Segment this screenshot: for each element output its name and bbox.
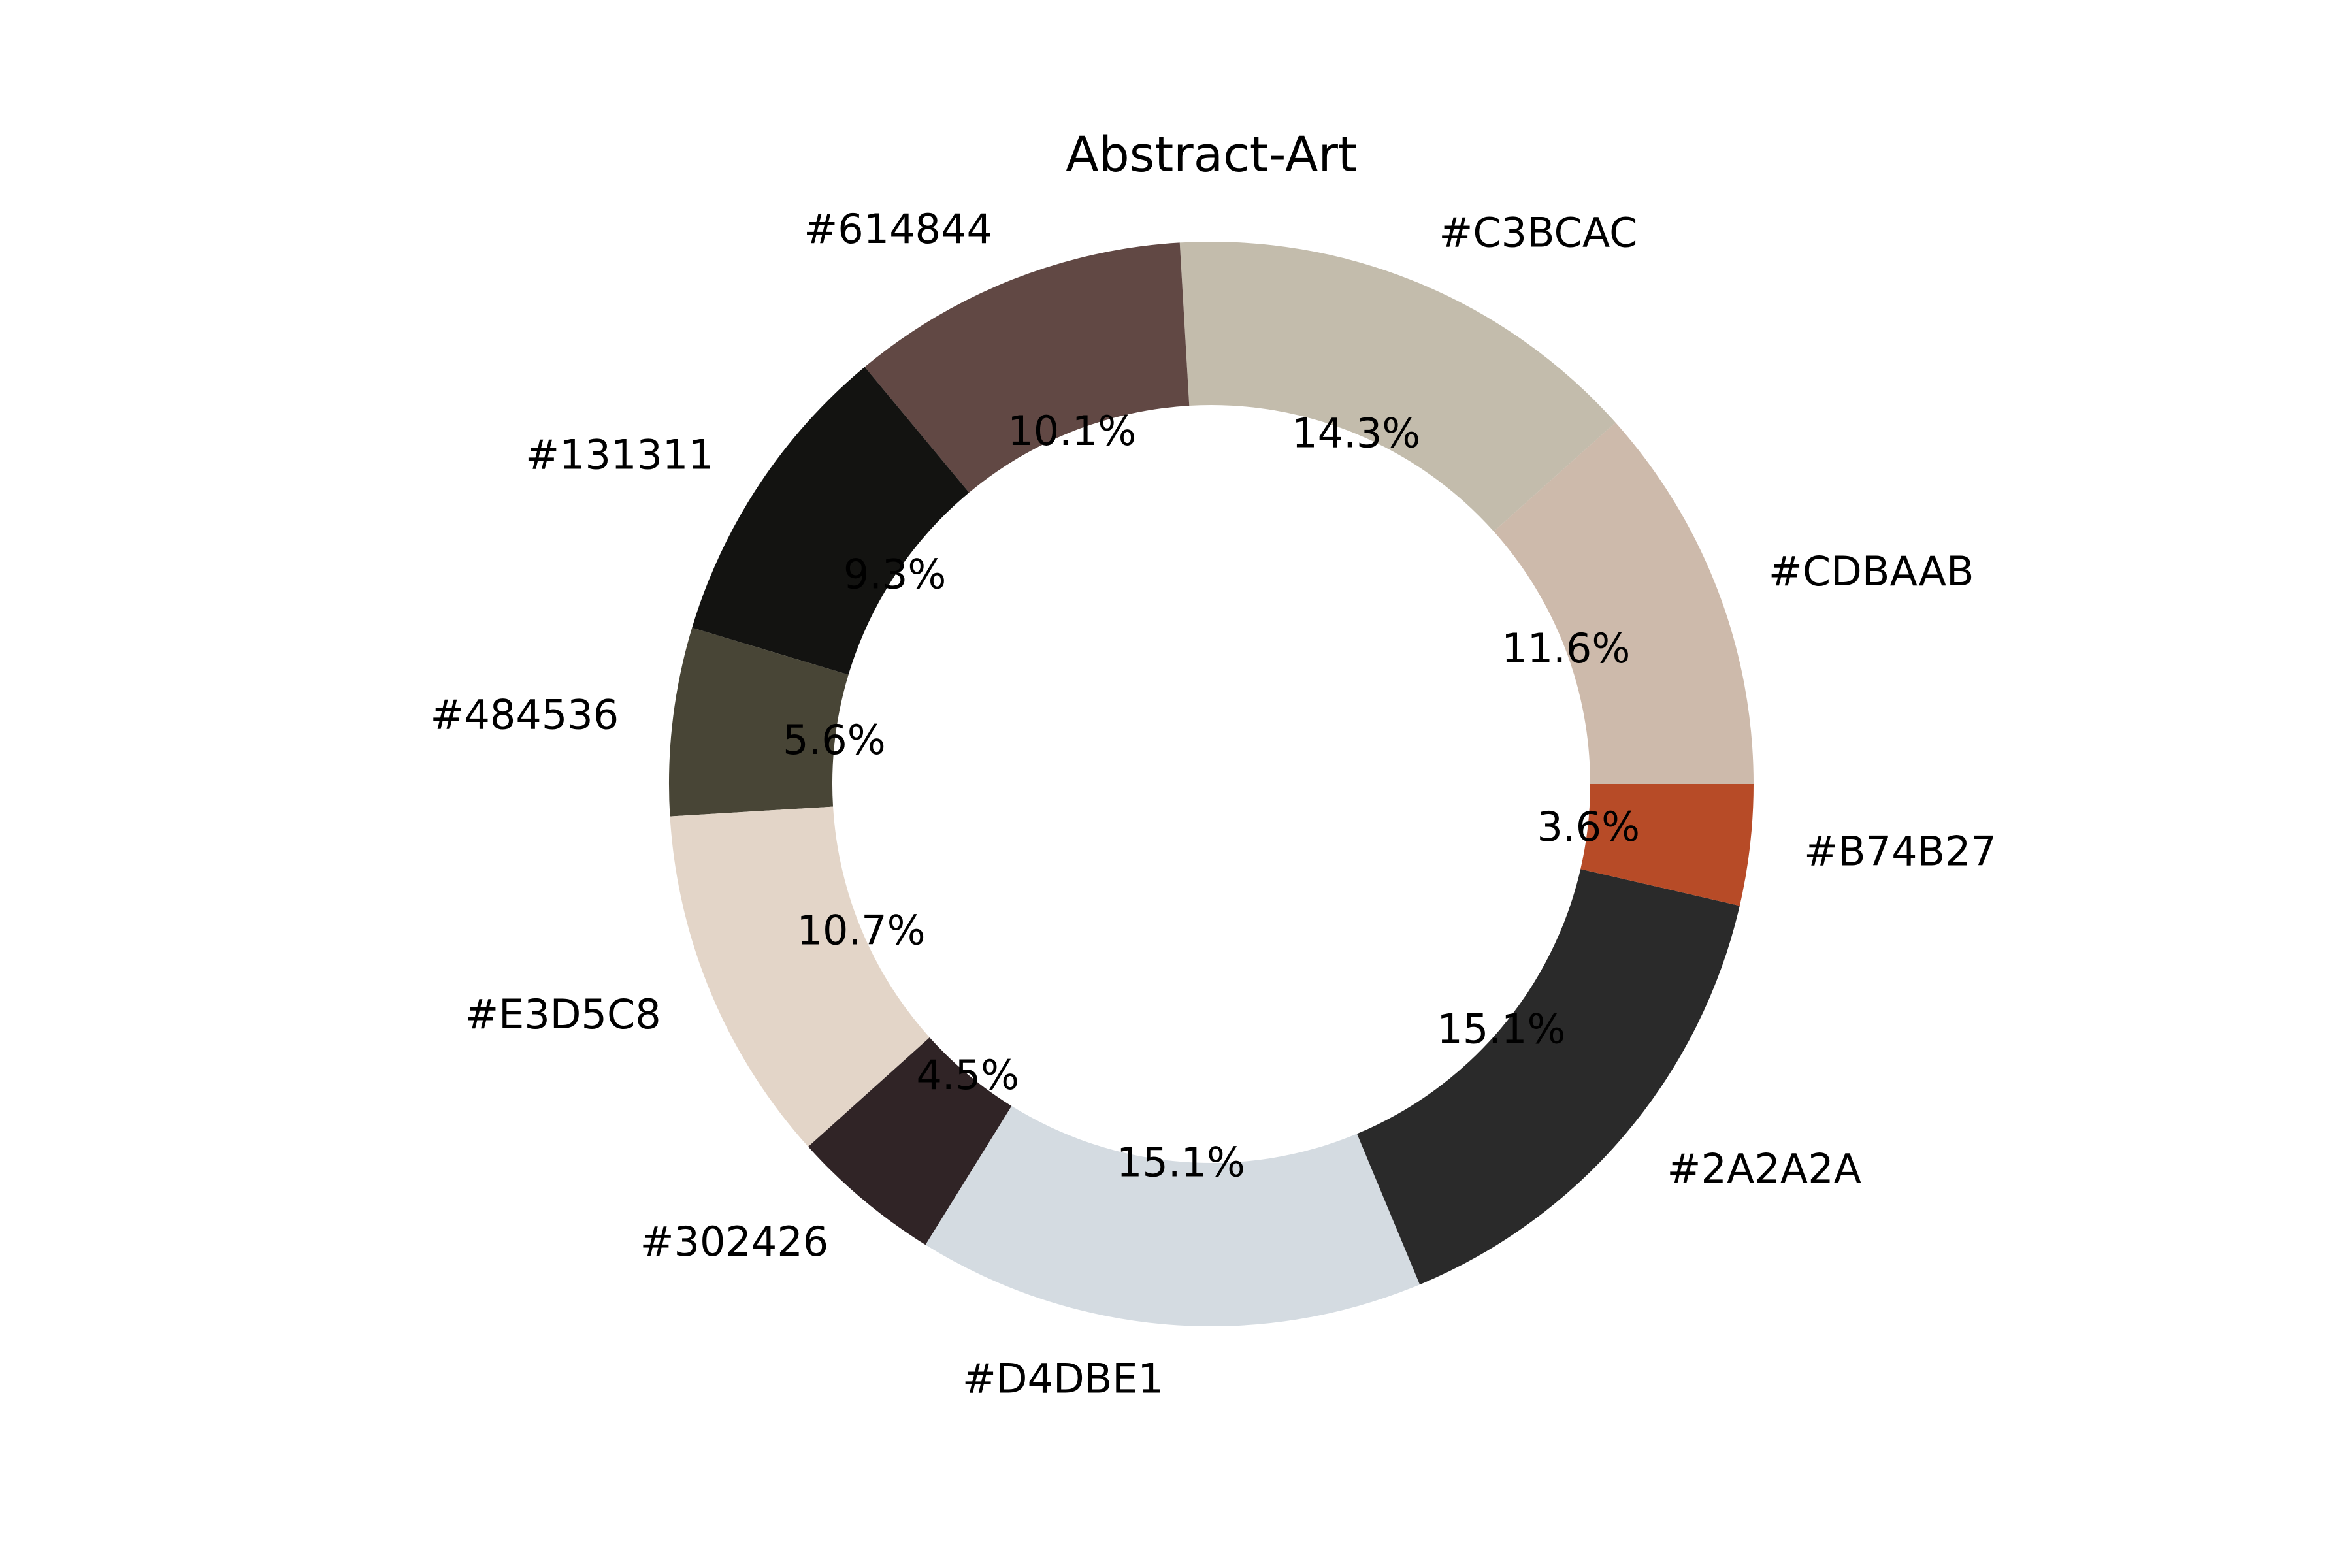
slice-label-614844: #614844 — [804, 205, 992, 253]
slice-pct-b74b27: 3.6% — [1537, 803, 1641, 851]
slice-label-302426: #302426 — [640, 1218, 829, 1266]
slices-layer — [669, 242, 1754, 1326]
slice-label-e3d5c8: #E3D5C8 — [465, 990, 661, 1038]
slice-2a2a2a — [1357, 869, 1740, 1285]
slice-pct-614844: 10.1% — [1007, 407, 1136, 455]
labels-layer: #CDBAAB 11.6% #C3BCAC 14.3% #614844 10.1% #131… — [431, 205, 1997, 1402]
slice-131311 — [692, 367, 970, 675]
slice-cdbaab — [1494, 422, 1754, 784]
slice-pct-484536: 5.6% — [783, 716, 886, 764]
slice-pct-c3bcac: 14.3% — [1292, 409, 1420, 457]
slice-label-b74b27: #B74B27 — [1804, 828, 1997, 875]
slice-pct-d4dbe1: 15.1% — [1117, 1139, 1245, 1186]
slice-label-cdbaab: #CDBAAB — [1769, 547, 1974, 595]
slice-e3d5c8 — [670, 806, 930, 1147]
slice-pct-e3d5c8: 10.7% — [797, 907, 926, 955]
slice-484536 — [669, 627, 849, 817]
slice-label-2a2a2a: #2A2A2A — [1667, 1145, 1862, 1193]
slice-label-484536: #484536 — [431, 691, 619, 739]
slice-label-c3bcac: #C3BCAC — [1439, 209, 1637, 257]
slice-b74b27 — [1580, 784, 1754, 906]
slice-d4dbe1 — [925, 1105, 1420, 1326]
slice-c3bcac — [1179, 242, 1616, 532]
slice-label-131311: #131311 — [525, 431, 714, 478]
chart-title: Abstract-Art — [1066, 127, 1357, 183]
slice-614844 — [864, 242, 1190, 493]
slice-pct-cdbaab: 11.6% — [1501, 625, 1630, 672]
slice-302426 — [808, 1037, 1012, 1245]
slice-pct-2a2a2a: 15.1% — [1437, 1005, 1565, 1053]
slice-pct-131311: 9.3% — [843, 551, 947, 598]
slice-pct-302426: 4.5% — [916, 1051, 1019, 1099]
slice-label-d4dbe1: #D4DBE1 — [962, 1355, 1164, 1403]
